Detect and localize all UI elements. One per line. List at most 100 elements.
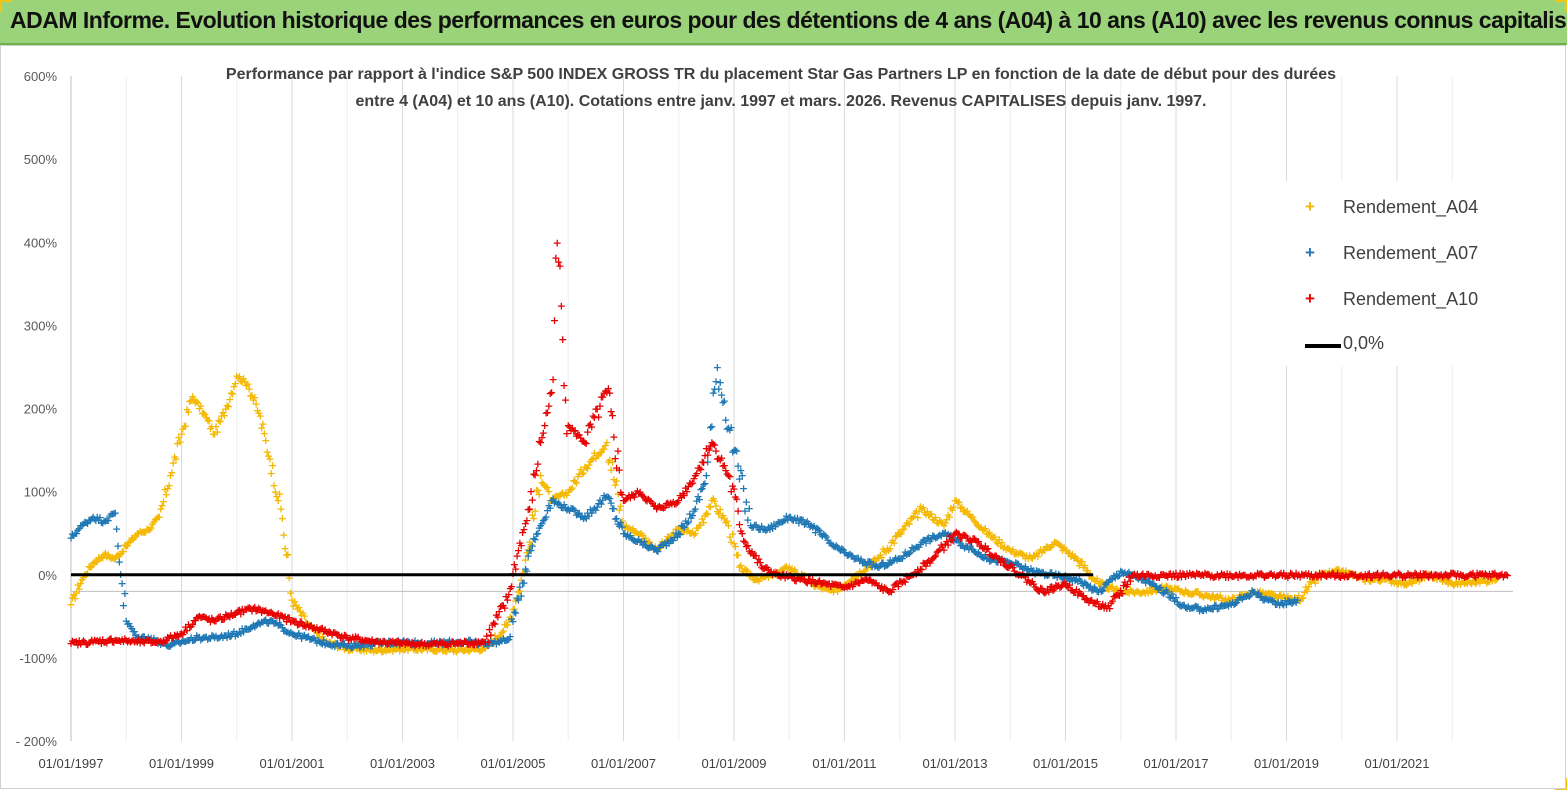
point-rendement-a10: + — [845, 580, 854, 593]
point-rendement-a04: + — [1312, 568, 1321, 581]
point-rendement-a10: + — [231, 608, 240, 621]
point-rendement-a07: + — [228, 627, 237, 640]
point-rendement-a07: + — [984, 552, 993, 565]
point-rendement-a04: + — [789, 565, 798, 578]
point-rendement-a10: + — [982, 543, 991, 556]
point-rendement-a10: + — [232, 606, 241, 619]
point-rendement-a04: + — [960, 505, 969, 518]
point-rendement-a10: + — [334, 629, 343, 642]
point-rendement-a07: + — [539, 514, 548, 527]
y-tick-label: 500% — [24, 152, 58, 167]
point-rendement-a04: + — [1003, 542, 1012, 555]
point-rendement-a10: + — [821, 577, 830, 590]
point-rendement-a07: + — [1138, 573, 1147, 586]
point-rendement-a04: + — [234, 372, 243, 385]
point-rendement-a07: + — [934, 529, 943, 542]
point-rendement-a10: + — [499, 599, 508, 612]
point-rendement-a10: + — [470, 638, 479, 651]
point-rendement-a04: + — [468, 642, 477, 655]
point-rendement-a04: + — [861, 564, 870, 577]
point-rendement-a10: + — [449, 637, 458, 650]
point-rendement-a04: + — [1170, 581, 1179, 594]
point-rendement-a04: + — [939, 519, 948, 532]
point-rendement-a04: + — [758, 571, 767, 584]
point-rendement-a10: + — [923, 555, 932, 568]
point-rendement-a04: + — [1239, 590, 1248, 603]
point-rendement-a04: + — [780, 560, 789, 573]
point-rendement-a04: + — [424, 641, 433, 654]
point-rendement-a04: + — [608, 456, 617, 469]
point-rendement-a10: + — [583, 426, 592, 439]
point-rendement-a04: + — [1297, 592, 1306, 605]
point-rendement-a10: + — [641, 493, 650, 506]
point-rendement-a04: + — [1294, 589, 1303, 602]
point-rendement-a10: + — [514, 544, 523, 557]
point-rendement-a07: + — [631, 535, 640, 548]
point-rendement-a07: + — [1033, 565, 1042, 578]
point-rendement-a07: + — [725, 424, 734, 437]
point-rendement-a07: + — [758, 523, 767, 536]
point-rendement-a10: + — [611, 452, 620, 465]
point-rendement-a04: + — [785, 560, 794, 573]
point-rendement-a10: + — [446, 638, 455, 651]
point-rendement-a07: + — [341, 641, 350, 654]
point-rendement-a04: + — [814, 580, 823, 593]
point-rendement-a04: + — [1115, 587, 1124, 600]
point-rendement-a10: + — [173, 628, 182, 641]
point-rendement-a04: + — [687, 527, 696, 540]
point-rendement-a10: + — [315, 623, 324, 636]
point-rendement-a04: + — [1323, 567, 1332, 580]
point-rendement-a10: + — [1216, 569, 1225, 582]
point-rendement-a04: + — [294, 601, 303, 614]
point-rendement-a10: + — [471, 635, 480, 648]
point-rendement-a04: + — [1106, 581, 1115, 594]
point-rendement-a04: + — [337, 638, 346, 651]
point-rendement-a07: + — [84, 514, 93, 527]
point-rendement-a04: + — [116, 548, 125, 561]
point-rendement-a10: + — [1347, 568, 1356, 581]
point-rendement-a10: + — [931, 549, 940, 562]
point-rendement-a10: + — [644, 493, 653, 506]
point-rendement-a04: + — [571, 475, 580, 488]
point-rendement-a07: + — [717, 389, 726, 402]
point-rendement-a10: + — [350, 633, 359, 646]
point-rendement-a07: + — [426, 637, 435, 650]
point-rendement-a10: + — [1102, 602, 1111, 615]
point-rendement-a07: + — [555, 498, 564, 511]
point-rendement-a10: + — [689, 472, 698, 485]
point-rendement-a07: + — [740, 504, 749, 517]
point-rendement-a10: + — [575, 428, 584, 441]
point-rendement-a04: + — [452, 646, 461, 659]
point-rendement-a10: + — [271, 609, 280, 622]
point-rendement-a07: + — [68, 528, 77, 541]
point-rendement-a07: + — [910, 542, 919, 555]
point-rendement-a04: + — [459, 644, 468, 657]
point-rendement-a10: + — [938, 541, 947, 554]
point-rendement-a04: + — [431, 645, 440, 658]
y-tick-label: -100% — [19, 651, 57, 666]
point-rendement-a04: + — [1385, 572, 1394, 585]
point-rendement-a07: + — [87, 512, 96, 525]
point-rendement-a07: + — [966, 540, 975, 553]
point-rendement-a10: + — [193, 610, 202, 623]
point-rendement-a10: + — [910, 567, 919, 580]
point-rendement-a04: + — [220, 409, 229, 422]
point-rendement-a07: + — [1218, 599, 1227, 612]
point-rendement-a04: + — [384, 643, 393, 656]
point-rendement-a10: + — [1337, 569, 1346, 582]
point-rendement-a07: + — [1101, 577, 1110, 590]
point-rendement-a07: + — [1088, 583, 1097, 596]
point-rendement-a04: + — [362, 644, 371, 657]
point-rendement-a04: + — [1231, 593, 1240, 606]
point-rendement-a07: + — [1022, 564, 1031, 577]
point-rendement-a04: + — [1105, 579, 1114, 592]
point-rendement-a07: + — [1245, 590, 1254, 603]
point-rendement-a04: + — [278, 512, 287, 525]
point-rendement-a04: + — [1264, 586, 1273, 599]
point-rendement-a07: + — [805, 521, 814, 534]
point-rendement-a07: + — [902, 548, 911, 561]
point-rendement-a10: + — [1333, 566, 1342, 579]
point-rendement-a10: + — [720, 459, 729, 472]
point-rendement-a07: + — [844, 549, 853, 562]
point-rendement-a07: + — [127, 622, 136, 635]
